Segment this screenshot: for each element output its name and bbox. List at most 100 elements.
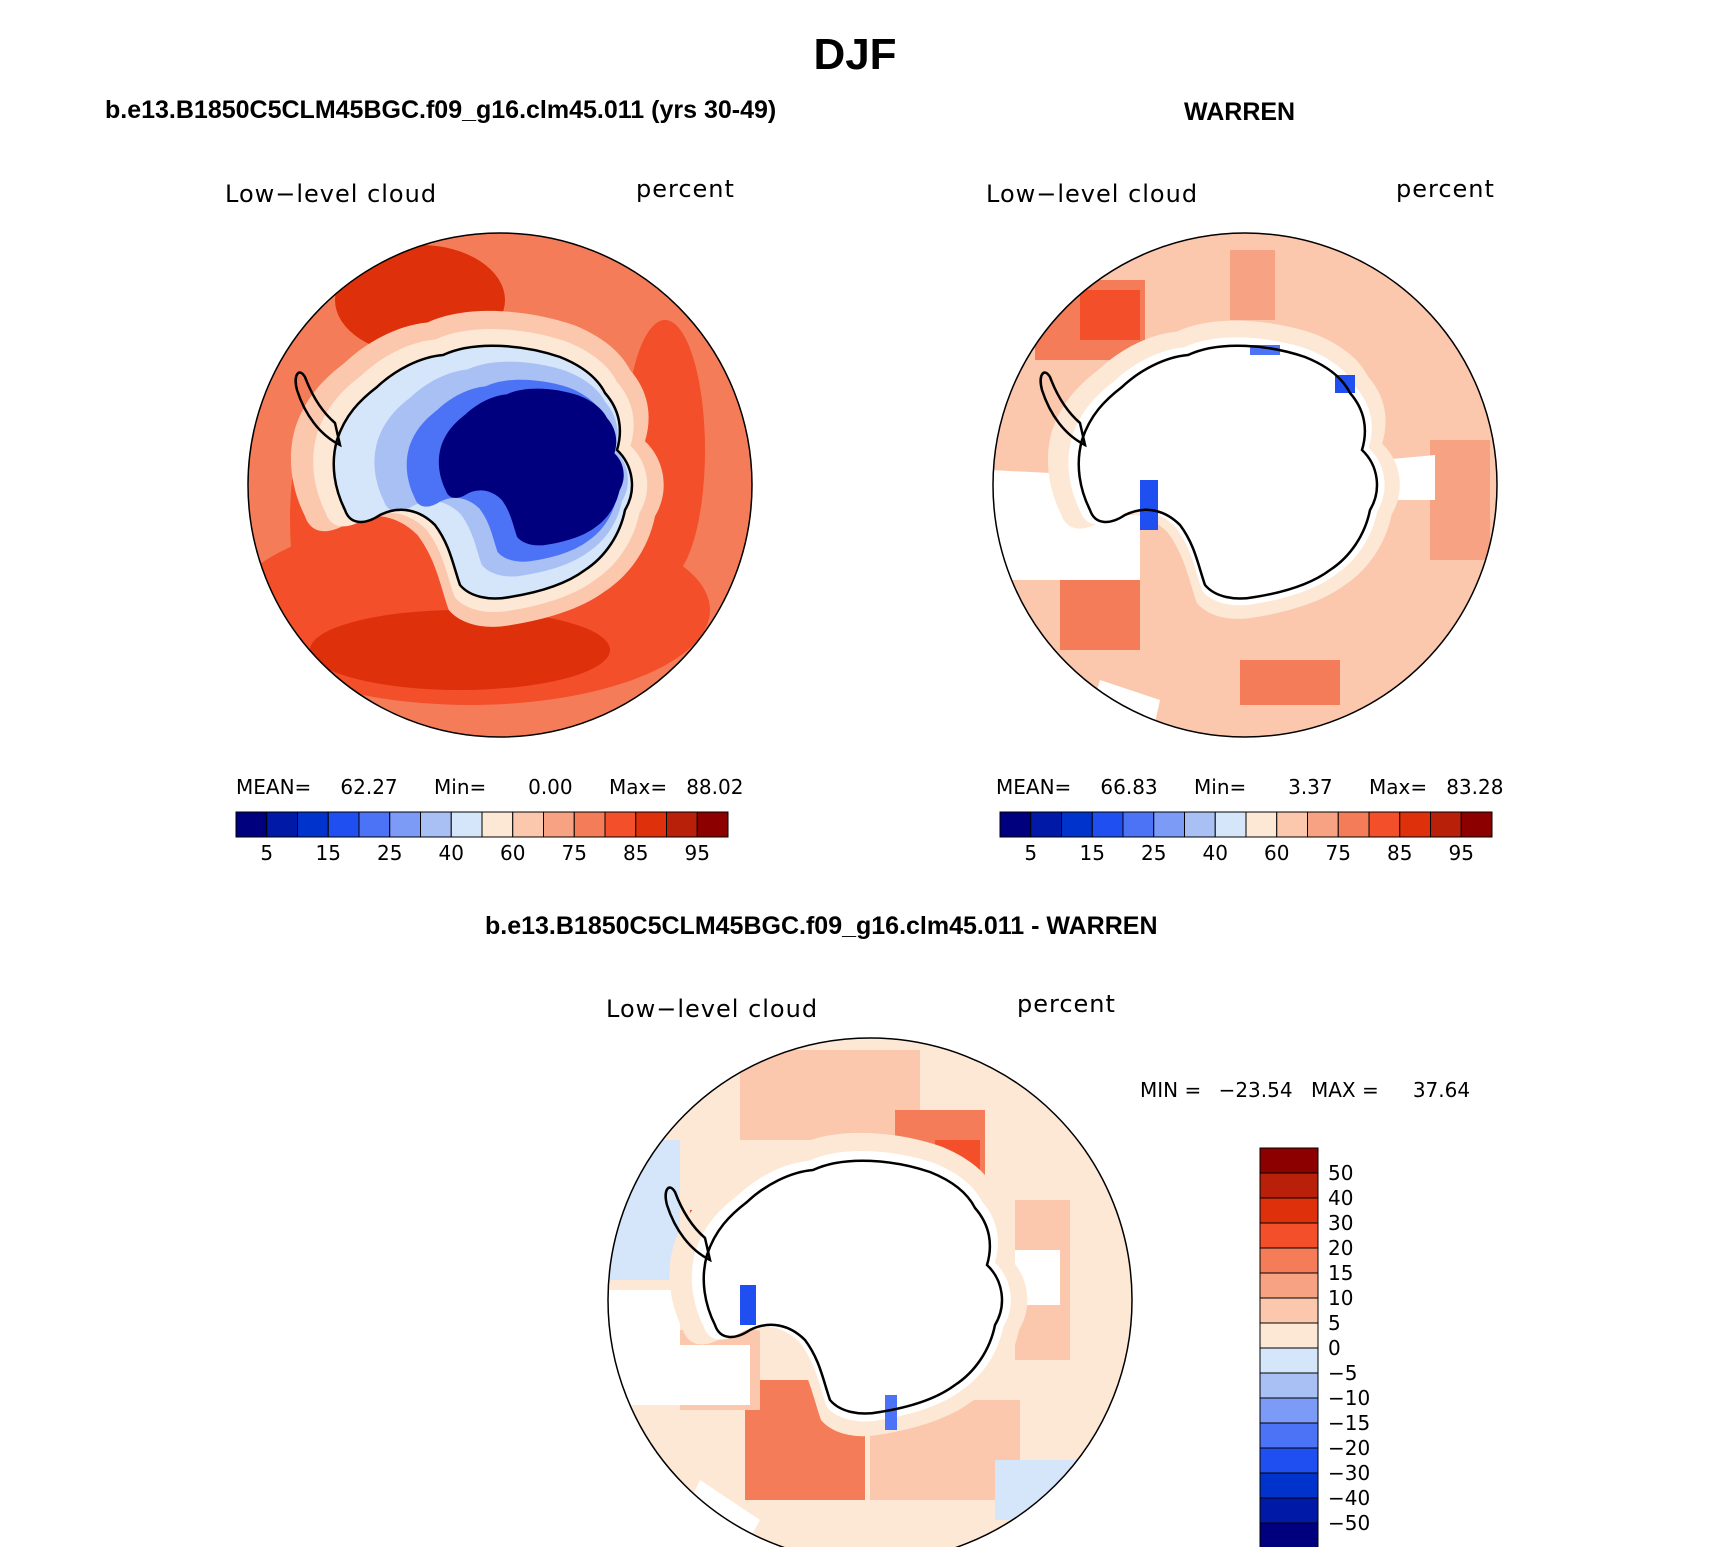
diff-max-label: MAX = xyxy=(1310,1078,1379,1102)
diff-colorbar-box xyxy=(1259,1272,1319,1299)
model-colorbar-box xyxy=(235,811,268,838)
diff-colorbar-box xyxy=(1259,1197,1319,1224)
diff-colorbar-tick-label: 20 xyxy=(1328,1236,1354,1260)
diff-colorbar-tick-label: −30 xyxy=(1328,1461,1371,1485)
model-field-south-max xyxy=(310,610,610,690)
obs-colorbar-tick-label: 85 xyxy=(1387,841,1413,865)
model-colorbar-box xyxy=(635,811,667,838)
obs-colorbar-box xyxy=(1337,811,1370,838)
diff-colorbar-box xyxy=(1259,1172,1319,1199)
obs-map xyxy=(992,232,1498,738)
diff-colorbar-box xyxy=(1259,1222,1319,1249)
obs-colorbar-box xyxy=(1368,811,1401,838)
diff-colorbar-box xyxy=(1259,1347,1319,1374)
model-max-label: Max= xyxy=(608,775,668,799)
diff-colorbar-box xyxy=(1259,1397,1319,1424)
diff-stats: MIN = −23.54 MAX = 37.64 xyxy=(1140,1078,1470,1102)
model-colorbar-box xyxy=(358,811,391,838)
obs-missing-west xyxy=(993,470,1140,580)
model-colorbar-box xyxy=(512,811,544,838)
diff-colorbar-box xyxy=(1259,1497,1319,1524)
model-max-value: 88.02 xyxy=(686,775,744,799)
obs-colorbar-box xyxy=(999,811,1032,838)
diff-colorbar-box xyxy=(1259,1297,1319,1324)
obs-max-value: 83.28 xyxy=(1446,775,1504,799)
obs-colorbar-box xyxy=(1430,811,1462,838)
model-colorbar-tick-label: 60 xyxy=(500,841,526,865)
diff-map xyxy=(607,1037,1133,1547)
model-colorbar-tick-label: 40 xyxy=(438,841,464,865)
obs-colorbar xyxy=(999,811,1493,838)
diff-colorbar-tick-label: 40 xyxy=(1328,1186,1354,1210)
model-variable-label: Low−level cloud xyxy=(225,180,438,208)
model-colorbar-tick-label: 5 xyxy=(260,841,274,865)
diff-colorbar-tick-label: −15 xyxy=(1328,1411,1371,1435)
obs-max-label: Max= xyxy=(1368,775,1428,799)
model-colorbar-box xyxy=(666,811,698,838)
diff-colorbar-box xyxy=(1259,1422,1319,1449)
obs-mean-value: 66.83 xyxy=(1100,775,1158,799)
model-stats: MEAN= 62.27 Min= 0.00 Max= 88.02 xyxy=(236,775,743,799)
diff-colorbar-tick-label: −50 xyxy=(1328,1511,1371,1535)
obs-variable-label: Low−level cloud xyxy=(986,180,1199,208)
model-colorbar-box xyxy=(450,811,483,838)
obs-field-low-w xyxy=(1140,480,1158,530)
diff-colorbar-tick-label: −10 xyxy=(1328,1386,1371,1410)
diff-colorbar-tick-label: 50 xyxy=(1328,1161,1354,1185)
diff-colorbar-tick-label: −40 xyxy=(1328,1486,1371,1510)
obs-colorbar-box xyxy=(1307,811,1339,838)
model-panel-title: b.e13.B1850C5CLM45BGC.f09_g16.clm45.011 … xyxy=(105,96,777,124)
model-min-label: Min= xyxy=(434,775,487,799)
model-colorbar-tick-label: 95 xyxy=(684,841,710,865)
model-colorbar-tick-label: 15 xyxy=(315,841,341,865)
model-mean-value: 62.27 xyxy=(340,775,398,799)
obs-panel-title: WARREN xyxy=(1184,98,1296,126)
diff-colorbar-box xyxy=(1259,1472,1319,1499)
obs-colorbar-box xyxy=(1122,811,1155,838)
model-colorbar-box xyxy=(543,811,575,838)
diff-field-patch-n xyxy=(740,1050,920,1140)
diff-missing-west xyxy=(608,1290,750,1405)
obs-colorbar-box xyxy=(1276,811,1308,838)
diff-colorbar-tick-label: 0 xyxy=(1328,1336,1341,1360)
diff-colorbar-tick-label: 10 xyxy=(1328,1286,1354,1310)
obs-colorbar-tick-label: 60 xyxy=(1264,841,1290,865)
diff-colorbar-tick-label: 30 xyxy=(1328,1211,1354,1235)
obs-stats: MEAN= 66.83 Min= 3.37 Max= 83.28 xyxy=(996,775,1503,799)
obs-field-patch-nw-max xyxy=(1080,290,1140,340)
model-map xyxy=(247,232,753,738)
obs-field-patch-e xyxy=(1430,440,1490,560)
obs-colorbar-box xyxy=(1061,811,1093,838)
obs-colorbar-tick-label: 25 xyxy=(1141,841,1167,865)
model-colorbar-box xyxy=(297,811,329,838)
obs-colorbar-box xyxy=(1030,811,1062,838)
diff-panel-title: b.e13.B1850C5CLM45BGC.f09_g16.clm45.011 … xyxy=(485,912,1158,940)
diff-colorbar-box xyxy=(1259,1447,1319,1474)
model-colorbar-box xyxy=(481,811,514,838)
obs-colorbar-box xyxy=(1091,811,1124,838)
diff-field-neg-peninsula xyxy=(740,1285,756,1325)
obs-map-boundary xyxy=(992,232,1498,738)
model-mean-label: MEAN= xyxy=(236,775,312,799)
obs-colorbar-box xyxy=(1460,811,1493,838)
diff-colorbar-tick-label: 15 xyxy=(1328,1261,1354,1285)
obs-units-label: percent xyxy=(1396,175,1495,203)
model-map-boundary xyxy=(247,232,753,738)
diff-colorbar-box xyxy=(1259,1147,1319,1174)
obs-colorbar-tick-label: 5 xyxy=(1024,841,1038,865)
diff-colorbar-tick-label: 5 xyxy=(1328,1311,1341,1335)
diff-field-neg-coast xyxy=(885,1395,897,1430)
model-colorbar-box xyxy=(389,811,421,838)
diff-min-label: MIN = xyxy=(1140,1078,1202,1102)
obs-colorbar-tick-label: 15 xyxy=(1079,841,1105,865)
model-colorbar xyxy=(235,811,729,838)
diff-field-neg-s xyxy=(995,1460,1075,1520)
diff-colorbar-box xyxy=(1259,1322,1319,1349)
diff-colorbar-box xyxy=(1259,1522,1319,1547)
obs-min-value: 3.37 xyxy=(1288,775,1333,799)
diff-colorbar-box xyxy=(1259,1247,1319,1274)
obs-field-patch-n xyxy=(1230,250,1275,320)
figure-title: DJF xyxy=(813,30,897,79)
model-colorbar-box xyxy=(604,811,637,838)
